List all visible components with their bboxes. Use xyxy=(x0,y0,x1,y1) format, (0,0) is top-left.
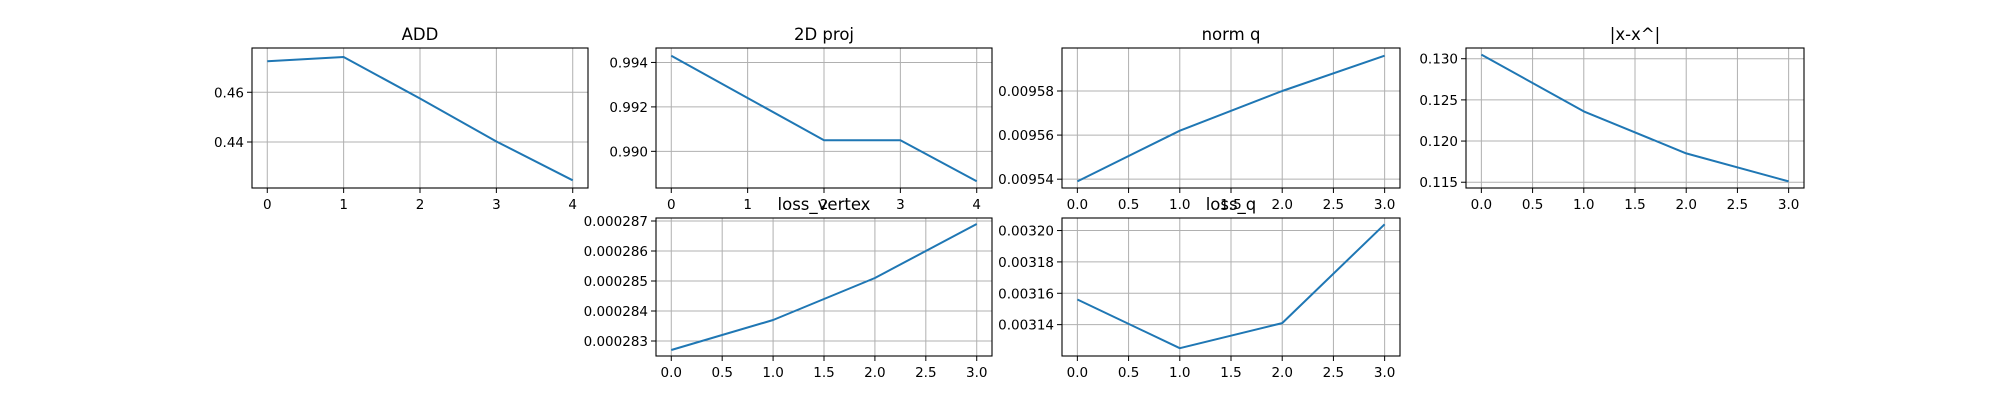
y-tick-label: 0.00958 xyxy=(998,84,1054,100)
x-tick-label: 2.0 xyxy=(864,365,885,381)
y-tick-label: 0.00316 xyxy=(998,286,1054,302)
series-line xyxy=(1076,223,1386,350)
panel-title: 2D proj xyxy=(794,25,854,44)
x-tick-label: 0.0 xyxy=(661,365,682,381)
x-tick-label: 0.5 xyxy=(711,365,732,381)
series-line xyxy=(670,54,978,183)
panel-norm-q: 0.0 0.5 1.0 1.5 2.0 2.5 3.0 0.00954 0.00956 0.009… xyxy=(998,25,1401,213)
series-line xyxy=(1480,53,1789,183)
x-tick-label: 0.0 xyxy=(1067,197,1088,213)
x-tick-label: 3 xyxy=(492,197,501,213)
x-tick-label: 1.0 xyxy=(1169,365,1190,381)
y-tick-label: 0.000287 xyxy=(584,214,648,230)
x-tick-label: 2.0 xyxy=(1271,197,1292,213)
panel-loss-q: 0.0 0.5 1.0 1.5 2.0 2.5 3.0 0.00314 0.00316 0.003… xyxy=(998,195,1401,381)
panel-title: loss_q xyxy=(1206,195,1257,215)
panel-x-minus-xhat: 0.0 0.5 1.0 1.5 2.0 2.5 3.0 0.115 0.120 0.125 0.13… xyxy=(1419,25,1805,213)
x-tick-label: 1.5 xyxy=(1220,197,1241,213)
x-tick-label: 2 xyxy=(416,197,425,213)
x-tick-label: 3.0 xyxy=(1374,197,1395,213)
y-tick-label: 0.994 xyxy=(609,55,648,71)
x-tick-label: 1 xyxy=(743,197,752,213)
y-tick-label: 0.992 xyxy=(609,100,648,116)
y-tick-label: 0.000285 xyxy=(584,274,648,290)
x-tick-label: 3.0 xyxy=(966,365,987,381)
series-line xyxy=(671,223,978,351)
x-tick-label: 2.0 xyxy=(1271,365,1292,381)
y-tick-label: 0.00954 xyxy=(998,172,1054,188)
y-tick-label: 0.115 xyxy=(1419,175,1458,191)
y-tick-label: 0.000283 xyxy=(584,334,648,350)
x-tick-label: 1.5 xyxy=(1220,365,1241,381)
series-line xyxy=(1076,54,1385,183)
x-tick-label: 0.0 xyxy=(1067,365,1088,381)
y-tick-label: 0.000286 xyxy=(584,244,648,260)
x-tick-label: 3.0 xyxy=(1374,365,1395,381)
x-tick-label: 1.5 xyxy=(1624,197,1645,213)
x-tick-label: 2.5 xyxy=(1323,197,1344,213)
panel-title: loss_vertex xyxy=(778,195,871,215)
x-tick-label: 0.0 xyxy=(1471,197,1492,213)
x-tick-label: 0 xyxy=(263,197,272,213)
panel-title: ADD xyxy=(402,25,439,44)
panel-title: norm q xyxy=(1202,25,1261,44)
x-tick-label: 3 xyxy=(896,197,905,213)
y-tick-label: 0.130 xyxy=(1419,52,1458,68)
x-tick-label: 1.0 xyxy=(1169,197,1190,213)
x-tick-label: 2.5 xyxy=(915,365,936,381)
y-tick-label: 0.990 xyxy=(609,144,648,160)
x-tick-label: 2.5 xyxy=(1323,365,1344,381)
x-tick-label: 1.0 xyxy=(762,365,783,381)
panel-2d-proj: 0 1 2 3 4 0.990 0.992 0.994 2D proj xyxy=(609,25,993,213)
x-tick-label: 2.5 xyxy=(1727,197,1748,213)
x-tick-label: 1.0 xyxy=(1573,197,1594,213)
x-tick-label: 0.5 xyxy=(1118,197,1139,213)
x-tick-label: 3.0 xyxy=(1778,197,1799,213)
x-tick-label: 0.5 xyxy=(1118,365,1139,381)
x-tick-label: 4 xyxy=(568,197,577,213)
x-tick-label: 0.5 xyxy=(1522,197,1543,213)
y-tick-label: 0.00314 xyxy=(998,318,1054,334)
x-tick-label: 2.0 xyxy=(1675,197,1696,213)
x-tick-label: 4 xyxy=(972,197,981,213)
x-tick-label: 1.5 xyxy=(813,365,834,381)
y-tick-label: 0.44 xyxy=(214,135,244,151)
x-tick-label: 1 xyxy=(339,197,348,213)
y-tick-label: 0.46 xyxy=(214,85,244,101)
y-tick-label: 0.120 xyxy=(1419,134,1458,150)
series-line xyxy=(267,56,574,182)
y-tick-label: 0.00318 xyxy=(998,255,1054,271)
x-tick-label: 2 xyxy=(820,197,829,213)
y-tick-label: 0.000284 xyxy=(584,304,648,320)
y-tick-label: 0.00320 xyxy=(998,224,1054,240)
x-tick-label: 0 xyxy=(667,197,676,213)
panel-loss-vertex: 0.0 0.5 1.0 1.5 2.0 2.5 3.0 0.000283 0.000284 0.0… xyxy=(584,195,993,381)
y-tick-label: 0.125 xyxy=(1419,93,1458,109)
y-tick-label: 0.00956 xyxy=(998,128,1054,144)
panel-title: |x-x^| xyxy=(1610,25,1660,44)
panel-add: 0 1 2 3 4 0.44 0.46 ADD xyxy=(214,25,589,213)
